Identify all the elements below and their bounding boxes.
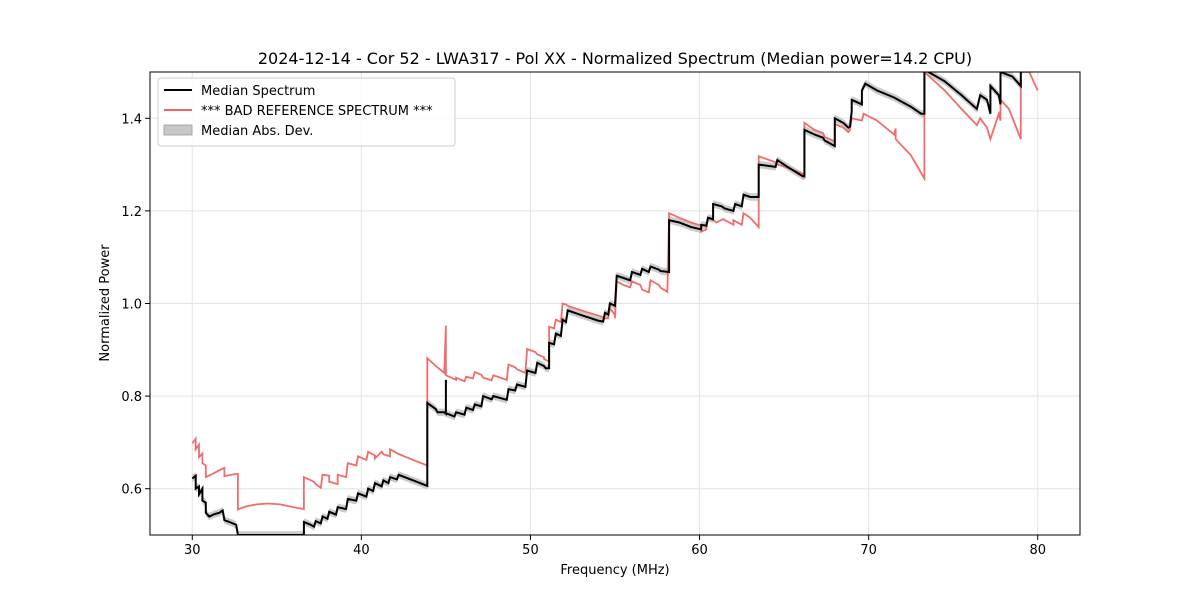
y-tick-label: 1.4: [121, 112, 142, 127]
median-spectrum-line: [191, 72, 1022, 535]
legend: Median Spectrum *** BAD REFERENCE SPECTR…: [157, 77, 456, 147]
y-tick-label: 0.8: [121, 390, 142, 405]
x-tick-label: 60: [691, 543, 708, 558]
legend-mad-label: Median Abs. Dev.: [201, 124, 313, 139]
x-axis-ticks: 30 40 50 60 70 80: [184, 535, 1046, 558]
x-tick-label: 50: [522, 543, 539, 558]
x-tick-label: 30: [184, 543, 201, 558]
series-layer: [191, 72, 1039, 535]
y-tick-label: 1.2: [121, 205, 142, 220]
legend-median-label: Median Spectrum: [201, 84, 315, 99]
legend-mad-patch: [163, 124, 193, 136]
x-axis-label: Frequency (MHz): [560, 563, 669, 578]
x-tick-label: 80: [1029, 543, 1046, 558]
y-tick-label: 0.6: [121, 483, 142, 498]
x-tick-label: 40: [353, 543, 370, 558]
bad-reference-spectrum-line: [191, 72, 1039, 511]
legend-bad-reference-label: *** BAD REFERENCE SPECTRUM ***: [201, 104, 433, 119]
chart-title: 2024-12-14 - Cor 52 - LWA317 - Pol XX - …: [258, 49, 972, 68]
x-tick-label: 70: [860, 543, 877, 558]
y-axis-ticks: 0.6 0.8 1.0 1.2 1.4: [121, 112, 150, 498]
legend-frame: [157, 77, 456, 147]
y-axis-label: Normalized Power: [98, 244, 113, 362]
y-tick-label: 1.0: [121, 298, 142, 313]
